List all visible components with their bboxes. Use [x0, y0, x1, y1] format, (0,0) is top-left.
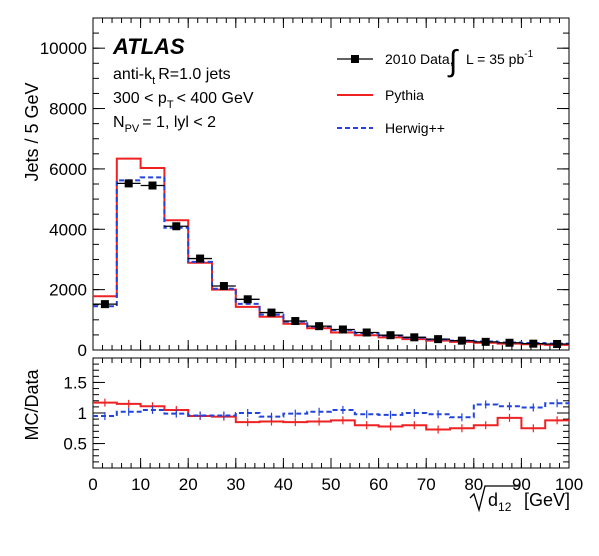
data-point	[100, 300, 109, 309]
ratio-y-axis-label: MC/Data	[22, 369, 42, 441]
ratio-x-tick-label: 80	[464, 475, 483, 494]
legend-luminosity-superscript: -1	[524, 49, 533, 60]
ratio-x-tick-label: 90	[512, 475, 531, 494]
data-point	[219, 282, 228, 291]
x-axis-symbol-subscript: 12	[498, 500, 512, 514]
ratio-x-tick-label: 0	[88, 475, 97, 494]
ratio-x-tick-label: 30	[226, 475, 245, 494]
ratio-x-tick-label: 20	[179, 475, 198, 494]
annotation-pt-subscript: T	[167, 99, 174, 111]
data-point	[196, 254, 205, 263]
ratio-x-tick-label: 10	[131, 475, 150, 494]
annotation-jets-subscript: t	[152, 75, 155, 87]
ratio-y-tick-label: 1.5	[63, 373, 87, 392]
main-series-group	[93, 157, 569, 348]
legend-pythia-label: Pythia	[385, 87, 424, 103]
x-axis-unit: [GeV]	[524, 490, 570, 510]
data-point	[338, 325, 347, 334]
data-point	[457, 336, 466, 345]
data-point	[291, 317, 300, 326]
main-y-tick-label: 2000	[49, 281, 87, 300]
main-y-tick-label: 6000	[49, 160, 87, 179]
data-point	[362, 328, 371, 337]
annotation-npv: NPV = 1, lyl < 2	[113, 114, 216, 135]
data-point	[505, 338, 514, 347]
legend-data-marker	[351, 55, 359, 63]
annotation-jets: anti-kt R=1.0 jets	[113, 66, 231, 87]
main-y-tick-label: 0	[78, 341, 87, 360]
ratio-y-tick-label: 1	[78, 404, 87, 423]
data-point	[529, 339, 538, 348]
legend-herwig-label: Herwig++	[385, 120, 445, 136]
data-point	[148, 181, 157, 190]
data-point	[386, 331, 395, 340]
experiment-label: ATLAS	[112, 34, 185, 59]
legend-integral-symbol: ∫	[447, 45, 459, 78]
x-axis-title: d12 [GeV]	[469, 485, 570, 514]
ratio-x-tick-label: 100	[555, 475, 583, 494]
ratio-series-herwig-line	[93, 402, 569, 419]
data-point	[410, 333, 419, 342]
legend: 2010 Data, ∫ L = 35 pb-1 Pythia Herwig++	[337, 45, 534, 136]
main-y-tick-label: 10000	[40, 39, 87, 58]
ratio-series-group	[93, 398, 569, 434]
main-y-axis-label: Jets / 5 GeV	[22, 82, 42, 181]
legend-data-label: 2010 Data,	[385, 51, 454, 67]
ratio-y-tick-label: 0.5	[63, 435, 87, 454]
ratio-x-tick-label: 70	[417, 475, 436, 494]
data-point	[267, 308, 276, 317]
data-point	[434, 335, 443, 344]
ratio-x-tick-label: 40	[274, 475, 293, 494]
legend-data-luminosity: L = 35 pb-1	[466, 49, 534, 67]
main-y-tick-label: 4000	[49, 220, 87, 239]
ratio-x-tick-label: 50	[322, 475, 341, 494]
annotation-pt-range: 300 < pT < 400 GeV	[113, 90, 254, 111]
data-point	[315, 322, 324, 331]
ratio-series-pythia-line	[93, 401, 569, 431]
sqrt-symbol	[469, 485, 519, 513]
main-series-herwig-line	[93, 176, 569, 345]
annotation-npv-subscript: PV	[125, 123, 140, 135]
data-point	[481, 337, 490, 346]
data-point	[124, 179, 133, 188]
main-y-tick-label: 8000	[49, 100, 87, 119]
ratio-x-tick-label: 60	[369, 475, 388, 494]
ratio-axes: 0 10 20 30 40 50 60 70 80 90 100 0.5 1 1.5	[63, 358, 583, 494]
data-point	[172, 222, 181, 231]
data-point	[553, 339, 562, 348]
x-axis-symbol: d12	[488, 490, 512, 514]
main-axes: 0 2000 4000 6000 8000 10000	[40, 17, 570, 360]
data-point	[243, 295, 252, 304]
